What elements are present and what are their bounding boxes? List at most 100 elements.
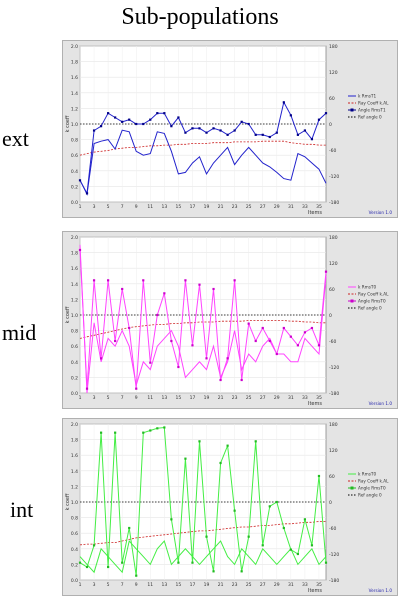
- angle-point: [296, 552, 299, 556]
- x-tick-label: 35: [316, 395, 322, 401]
- angle-point: [254, 133, 257, 136]
- y-axis-label: k coeff: [65, 115, 71, 132]
- angle-point: [191, 344, 194, 347]
- row-label-mid: mid: [2, 320, 37, 345]
- angle-point: [282, 101, 285, 104]
- angle-point: [303, 331, 307, 334]
- chart-panel-int: 0.0 0.2 0.4 0.6 0.8 1.0 1.2 1.4 1.6 1.8 2.0 -180 -12…: [62, 418, 398, 596]
- x-tick-label: 27: [260, 582, 266, 588]
- angle-point: [156, 313, 159, 317]
- chart-panel-ext: 0.0 0.2 0.4 0.6 0.8 1.0 1.2 1.4 1.6 1.8 2.0 -180 -12…: [62, 40, 398, 218]
- angle-point: [212, 570, 215, 573]
- angle-point: [296, 344, 299, 347]
- x-tick-label: 13: [161, 204, 167, 210]
- angle-point: [233, 509, 236, 512]
- y-tick-label: 1.4: [71, 91, 78, 97]
- y-tick-label: 1.4: [71, 469, 78, 475]
- angle-point: [226, 444, 229, 447]
- angle-point: [282, 326, 285, 330]
- legend-marker: [350, 486, 354, 490]
- angle-point: [233, 279, 236, 282]
- angle-point: [261, 326, 264, 330]
- x-tick-label: 15: [176, 204, 182, 210]
- x-tick-label: 13: [161, 395, 167, 401]
- x-tick-label: 3: [93, 204, 96, 210]
- angle-point: [92, 279, 96, 282]
- x-tick-label: 19: [204, 204, 210, 210]
- angle-point: [240, 570, 243, 573]
- x-tick-label: 27: [260, 395, 266, 401]
- y2-tick-label: 60: [329, 474, 335, 480]
- x-tick-label: 1: [79, 395, 82, 401]
- angle-point: [170, 518, 173, 521]
- x-tick-label: 29: [274, 582, 280, 588]
- angle-point: [170, 125, 173, 128]
- chart-svg-int: 0.0 0.2 0.4 0.6 0.8 1.0 1.2 1.4 1.6 1.8 2.0 -180 -12…: [62, 418, 398, 596]
- y-tick-label: 1.0: [71, 122, 78, 128]
- y-tick-label: 1.8: [71, 438, 78, 444]
- x-tick-label: 27: [260, 204, 266, 210]
- angle-point: [142, 279, 145, 282]
- angle-point: [226, 357, 229, 360]
- y2-tick-label: -120: [329, 365, 339, 371]
- angle-point: [128, 526, 131, 530]
- x-tick-label: 11: [147, 395, 153, 401]
- y2-tick-label: 0: [329, 313, 332, 319]
- y2-tick-label: 60: [329, 287, 335, 293]
- x-tick-label: 23: [232, 582, 238, 588]
- x-tick-label: 33: [302, 395, 308, 401]
- angle-point: [85, 192, 89, 195]
- x-tick-label: 31: [288, 582, 294, 588]
- angle-point: [268, 505, 271, 508]
- x-tick-label: 11: [147, 582, 153, 588]
- angle-point: [114, 116, 117, 119]
- angle-point: [128, 118, 131, 121]
- y2-tick-label: 180: [329, 44, 338, 50]
- y2-tick-label: 120: [329, 448, 338, 454]
- x-axis-label: Items: [308, 401, 322, 407]
- y-tick-label: 0.0: [71, 200, 78, 206]
- y2-tick-label: -60: [329, 526, 336, 532]
- angle-point: [184, 457, 187, 460]
- y-tick-label: 1.6: [71, 266, 78, 272]
- angle-point: [170, 339, 173, 343]
- angle-point: [198, 283, 201, 286]
- y2-tick-label: -180: [329, 391, 339, 397]
- x-tick-label: 11: [147, 204, 153, 210]
- y-tick-label: 0.4: [71, 547, 78, 553]
- chart-svg-mid: 0.0 0.2 0.4 0.6 0.8 1.0 1.2 1.4 1.6 1.8 2.0 -180 -12…: [62, 231, 398, 409]
- y2-tick-label: -60: [329, 148, 336, 154]
- angle-point: [310, 326, 314, 330]
- y-tick-label: 1.8: [71, 60, 78, 66]
- angle-point: [135, 122, 138, 126]
- x-tick-label: 21: [218, 582, 224, 588]
- x-axis-label: Items: [308, 588, 322, 594]
- chart-svg-ext: 0.0 0.2 0.4 0.6 0.8 1.0 1.2 1.4 1.6 1.8 2.0 -180 -12…: [62, 40, 398, 218]
- angle-point: [99, 357, 103, 360]
- y2-tick-label: 180: [329, 235, 338, 241]
- legend-label: Ray Coeff k.AL: [358, 479, 389, 484]
- version-footer: Version 1.0: [369, 588, 393, 593]
- angle-point: [289, 335, 292, 338]
- y2-tick-label: -120: [329, 552, 339, 558]
- angle-point: [317, 118, 321, 121]
- angle-point: [163, 292, 166, 295]
- k-series-line: [79, 539, 327, 574]
- angle-point: [275, 500, 278, 504]
- ray-coeff-line: [79, 521, 326, 546]
- angle-point: [289, 548, 292, 551]
- angle-point: [240, 120, 243, 123]
- y-tick-label: 0.6: [71, 153, 78, 159]
- y-axis-label: k coeff: [65, 306, 71, 323]
- y-tick-label: 1.2: [71, 106, 78, 112]
- x-tick-label: 21: [218, 395, 224, 401]
- angle-point: [317, 474, 321, 478]
- angle-point: [198, 127, 201, 130]
- legend-label: k RmsT0: [358, 285, 376, 290]
- y-tick-label: 1.6: [71, 453, 78, 459]
- angle-point: [142, 431, 145, 434]
- ray-coeff-line: [79, 320, 326, 339]
- y2-tick-label: -120: [329, 174, 339, 180]
- x-tick-label: 21: [218, 204, 224, 210]
- legend-label: Angle RmsT1: [358, 108, 386, 113]
